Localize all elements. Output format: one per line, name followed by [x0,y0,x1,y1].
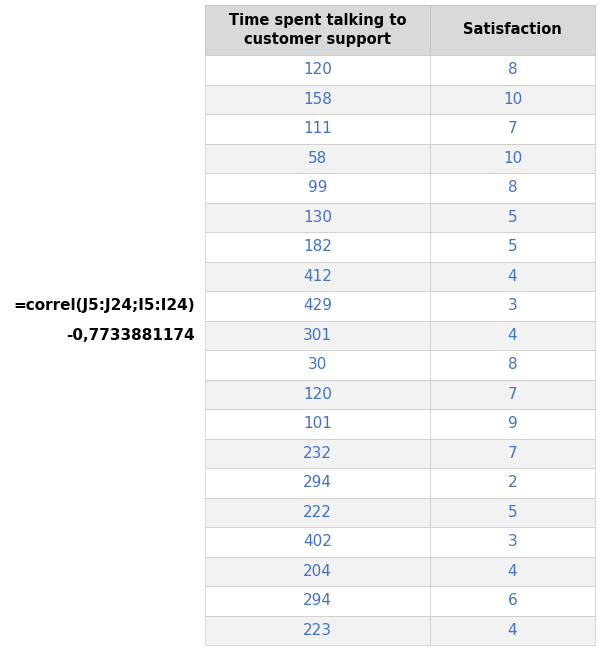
Text: 4: 4 [508,328,517,343]
Bar [430,5,595,55]
Bar [205,291,430,320]
Text: 3: 3 [508,534,517,549]
Text: 294: 294 [303,475,332,490]
Text: 5: 5 [508,239,517,254]
Bar [205,556,430,586]
Bar [430,143,595,173]
Text: 412: 412 [303,269,332,284]
Bar [205,379,430,409]
Bar [205,527,430,556]
Text: 101: 101 [303,416,332,431]
Bar [205,173,430,202]
Bar [205,497,430,527]
Bar [205,84,430,114]
Bar [430,202,595,232]
Text: 8: 8 [508,62,517,78]
Text: 7: 7 [508,446,517,461]
Text: Time spent talking to
customer support: Time spent talking to customer support [229,13,406,47]
Text: 223: 223 [303,623,332,638]
Bar [205,320,430,350]
Text: 9: 9 [508,416,517,431]
Bar [430,232,595,261]
Text: 8: 8 [508,357,517,372]
Text: 4: 4 [508,564,517,579]
Bar [205,615,430,645]
Text: 3: 3 [508,298,517,313]
Bar [430,497,595,527]
Text: 7: 7 [508,387,517,402]
Text: 120: 120 [303,62,332,78]
Bar [205,438,430,468]
Bar [430,291,595,320]
Text: 222: 222 [303,505,332,520]
Bar [430,409,595,438]
Bar [430,350,595,379]
Bar [430,84,595,114]
Text: 204: 204 [303,564,332,579]
Bar [430,586,595,615]
Text: 4: 4 [508,623,517,638]
Text: 429: 429 [303,298,332,313]
Bar [430,556,595,586]
Text: 130: 130 [303,210,332,225]
Text: 4: 4 [508,269,517,284]
Text: 10: 10 [503,151,522,166]
Text: -0,7733881174: -0,7733881174 [67,328,195,343]
Text: 232: 232 [303,446,332,461]
Bar [205,202,430,232]
Bar [205,261,430,291]
Bar [205,586,430,615]
Bar [430,527,595,556]
Bar [430,615,595,645]
Text: 30: 30 [308,357,327,372]
Bar [205,232,430,261]
Bar [205,114,430,143]
Text: 99: 99 [308,180,327,195]
Bar [430,55,595,84]
Text: 8: 8 [508,180,517,195]
Bar [430,468,595,497]
Text: 294: 294 [303,593,332,608]
Text: 111: 111 [303,121,332,137]
Text: 10: 10 [503,91,522,107]
Text: =correl(J5:J24;I5:I24): =correl(J5:J24;I5:I24) [13,298,195,313]
Text: 6: 6 [508,593,517,608]
Bar [205,5,430,55]
Text: 5: 5 [508,210,517,225]
Bar [430,320,595,350]
Text: 5: 5 [508,505,517,520]
Text: Satisfaction: Satisfaction [463,23,562,38]
Text: 58: 58 [308,151,327,166]
Bar [430,379,595,409]
Text: 7: 7 [508,121,517,137]
Bar [205,468,430,497]
Bar [430,261,595,291]
Bar [205,55,430,84]
Text: 182: 182 [303,239,332,254]
Bar [205,143,430,173]
Text: 301: 301 [303,328,332,343]
Text: 158: 158 [303,91,332,107]
Bar [430,438,595,468]
Bar [430,114,595,143]
Text: 402: 402 [303,534,332,549]
Text: 120: 120 [303,387,332,402]
Bar [205,350,430,379]
Bar [205,409,430,438]
Text: 2: 2 [508,475,517,490]
Bar [430,173,595,202]
